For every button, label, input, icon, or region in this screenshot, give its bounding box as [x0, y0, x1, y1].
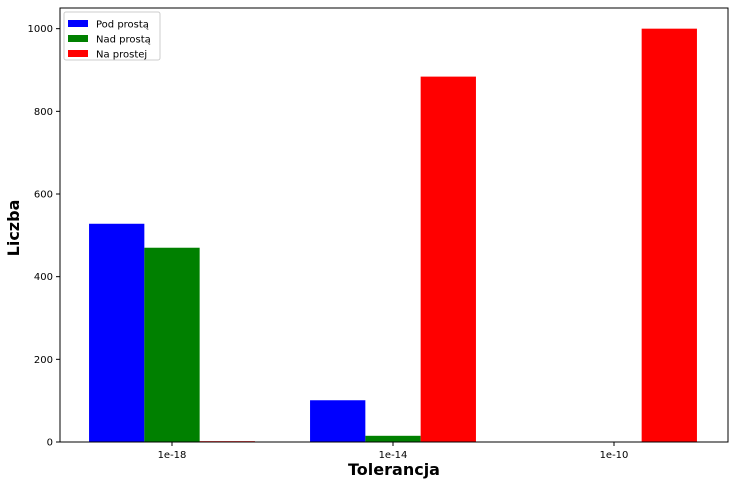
y-tick-label: 0 — [47, 438, 53, 449]
y-axis: 0 200 400 600 800 1000 — [28, 24, 60, 449]
y-axis-label: Liczba — [4, 200, 23, 257]
y-tick-label: 200 — [34, 355, 53, 366]
x-tick-label: 1e-18 — [158, 450, 187, 461]
x-axis-label: Tolerancja — [348, 460, 440, 479]
legend: Pod prostą Nad prostą Na prostej — [63, 11, 161, 61]
y-tick-label: 1000 — [28, 24, 53, 35]
legend-label: Nad prostą — [96, 35, 151, 46]
bar-1e-10-3 — [641, 28, 697, 443]
x-tick-label: 1e-10 — [600, 450, 629, 461]
plot-frame — [59, 7, 729, 443]
bar-1e-18-1 — [89, 223, 145, 442]
y-tick-label: 400 — [34, 272, 53, 283]
bar-1e-14-1 — [310, 400, 366, 442]
x-axis: 1e-18 1e-14 1e-10 — [158, 442, 629, 461]
legend-label: Pod prostą — [96, 20, 149, 31]
bars-layer — [89, 28, 697, 443]
bar-1e-18-2 — [144, 247, 200, 442]
legend-label: Na prostej — [96, 50, 147, 61]
bar-1e-14-3 — [420, 76, 476, 442]
legend-swatch — [68, 20, 88, 27]
legend-swatch — [68, 50, 88, 57]
y-tick-label: 800 — [34, 107, 53, 118]
x-tick-label: 1e-14 — [379, 450, 408, 461]
bar-1e-14-2 — [365, 435, 421, 442]
y-tick-label: 600 — [34, 190, 53, 201]
legend-swatch — [68, 35, 88, 42]
